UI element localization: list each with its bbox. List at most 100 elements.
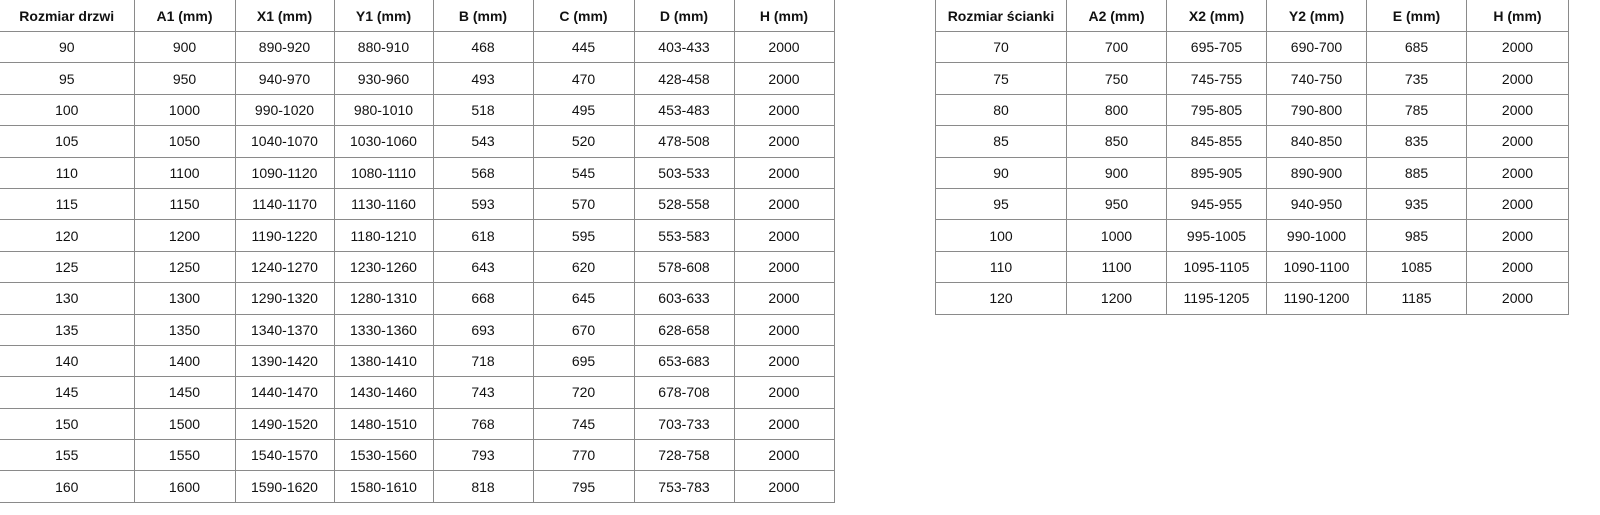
table-cell: 2000: [733, 282, 835, 315]
table-cell: 1250: [133, 250, 236, 284]
table-cell: 603-633: [633, 282, 735, 315]
table-cell: 1200: [1066, 282, 1167, 315]
table-cell: 1600: [133, 470, 236, 503]
table-cell: 1030-1060: [333, 125, 434, 158]
table-cell: 935: [1366, 187, 1467, 221]
table-row: 120 1200 1195-1205 1190-1200 1185 2000: [935, 282, 1569, 315]
table-cell: 553-583: [633, 219, 735, 252]
table-cell: 995-1005: [1166, 219, 1267, 252]
table-cell: 618: [432, 219, 534, 252]
column-header: Y2 (mm): [1266, 0, 1367, 32]
table-cell: 930-960: [333, 62, 434, 95]
table-cell: 85: [935, 125, 1067, 158]
table-cell: 885: [1366, 156, 1467, 189]
table-cell: 795: [532, 470, 635, 503]
table-row: 160 1600 1590-1620 1580-1610 818 795 753-783 20…: [0, 470, 835, 503]
table-cell: 2000: [733, 470, 835, 503]
table-cell: 2000: [733, 439, 835, 472]
table-cell: 985: [1366, 219, 1467, 252]
column-header: H (mm): [1466, 0, 1569, 32]
table-cell: 720: [532, 376, 635, 409]
wall-panel-size-table: Rozmiar ścianki A2 (mm) X2 (mm) Y2 (mm) E (m…: [935, 0, 1569, 315]
table-cell: 750: [1066, 62, 1167, 95]
table-cell: 2000: [733, 125, 835, 158]
table-cell: 768: [432, 407, 534, 441]
table-cell: 2000: [733, 376, 835, 409]
table-cell: 1180-1210: [333, 219, 434, 252]
table-cell: 135: [0, 313, 135, 346]
table-cell: 1390-1420: [234, 344, 335, 378]
table-cell: 518: [432, 93, 534, 127]
table-cell: 643: [432, 250, 534, 284]
table-row: 140 1400 1390-1420 1380-1410 718 695 653-683 20…: [0, 344, 835, 378]
table-cell: 1195-1205: [1166, 282, 1267, 315]
table-cell: 1190-1200: [1266, 282, 1367, 315]
table-cell: 900: [1066, 156, 1167, 189]
table-cell: 793: [432, 439, 534, 472]
table-cell: 110: [0, 156, 135, 189]
table-row: 135 1350 1340-1370 1330-1360 693 670 628-658 20…: [0, 313, 835, 346]
table-row: 95 950 945-955 940-950 935 2000: [935, 187, 1569, 221]
table-cell: 578-608: [633, 250, 735, 284]
table-cell: 743: [432, 376, 534, 409]
table-cell: 593: [432, 187, 534, 221]
table-cell: 493: [432, 62, 534, 95]
table-cell: 2000: [1466, 62, 1569, 95]
header-row: Rozmiar drzwi A1 (mm) X1 (mm) Y1 (mm) B (mm)…: [0, 0, 835, 32]
table-cell: 2000: [1466, 219, 1569, 252]
table-row: 110 1100 1090-1120 1080-1110 568 545 503-533 20…: [0, 156, 835, 189]
table-cell: 890-900: [1266, 156, 1367, 189]
table-cell: 100: [935, 219, 1067, 252]
table-cell: 1380-1410: [333, 344, 434, 378]
table-cell: 140: [0, 344, 135, 378]
table-cell: 520: [532, 125, 635, 158]
table-cell: 835: [1366, 125, 1467, 158]
column-header: C (mm): [532, 0, 635, 32]
table-cell: 70: [935, 31, 1067, 64]
table-cell: 1490-1520: [234, 407, 335, 441]
table-cell: 1000: [1066, 219, 1167, 252]
table-cell: 90: [0, 31, 135, 64]
table-cell: 670: [532, 313, 635, 346]
table-cell: 753-783: [633, 470, 735, 503]
table-cell: 75: [935, 62, 1067, 95]
table-cell: 568: [432, 156, 534, 189]
column-header: A2 (mm): [1066, 0, 1167, 32]
table-cell: 403-433: [633, 31, 735, 64]
table-cell: 150: [0, 407, 135, 441]
table-row: 125 1250 1240-1270 1230-1260 643 620 578-608 20…: [0, 250, 835, 284]
table-row: 100 1000 990-1020 980-1010 518 495 453-483 2000: [0, 93, 835, 127]
table-cell: 1440-1470: [234, 376, 335, 409]
table-cell: 90: [935, 156, 1067, 189]
column-header: E (mm): [1366, 0, 1467, 32]
table-cell: 653-683: [633, 344, 735, 378]
table-row: 150 1500 1490-1520 1480-1510 768 745 703-733 20…: [0, 407, 835, 441]
table-cell: 503-533: [633, 156, 735, 189]
table-cell: 990-1000: [1266, 219, 1367, 252]
table-cell: 1090-1100: [1266, 250, 1367, 284]
table-cell: 745: [532, 407, 635, 441]
table-cell: 595: [532, 219, 635, 252]
table-cell: 945-955: [1166, 187, 1267, 221]
column-header: Y1 (mm): [333, 0, 434, 32]
table-cell: 428-458: [633, 62, 735, 95]
table-cell: 940-950: [1266, 187, 1367, 221]
table-row: 90 900 895-905 890-900 885 2000: [935, 156, 1569, 189]
table-cell: 95: [935, 187, 1067, 221]
table-cell: 453-483: [633, 93, 735, 127]
table-row: 90 900 890-920 880-910 468 445 403-433 2000: [0, 31, 835, 64]
table-cell: 700: [1066, 31, 1167, 64]
table-cell: 745-755: [1166, 62, 1267, 95]
table-cell: 895-905: [1166, 156, 1267, 189]
table-cell: 160: [0, 470, 135, 503]
table-cell: 1500: [133, 407, 236, 441]
table-cell: 1430-1460: [333, 376, 434, 409]
table-cell: 1100: [133, 156, 236, 189]
table-cell: 740-750: [1266, 62, 1367, 95]
door-size-table: Rozmiar drzwi A1 (mm) X1 (mm) Y1 (mm) B (mm)…: [0, 0, 835, 503]
table-cell: 145: [0, 376, 135, 409]
table-cell: 2000: [733, 344, 835, 378]
table-cell: 2000: [1466, 31, 1569, 64]
table-cell: 800: [1066, 93, 1167, 127]
table-cell: 690-700: [1266, 31, 1367, 64]
